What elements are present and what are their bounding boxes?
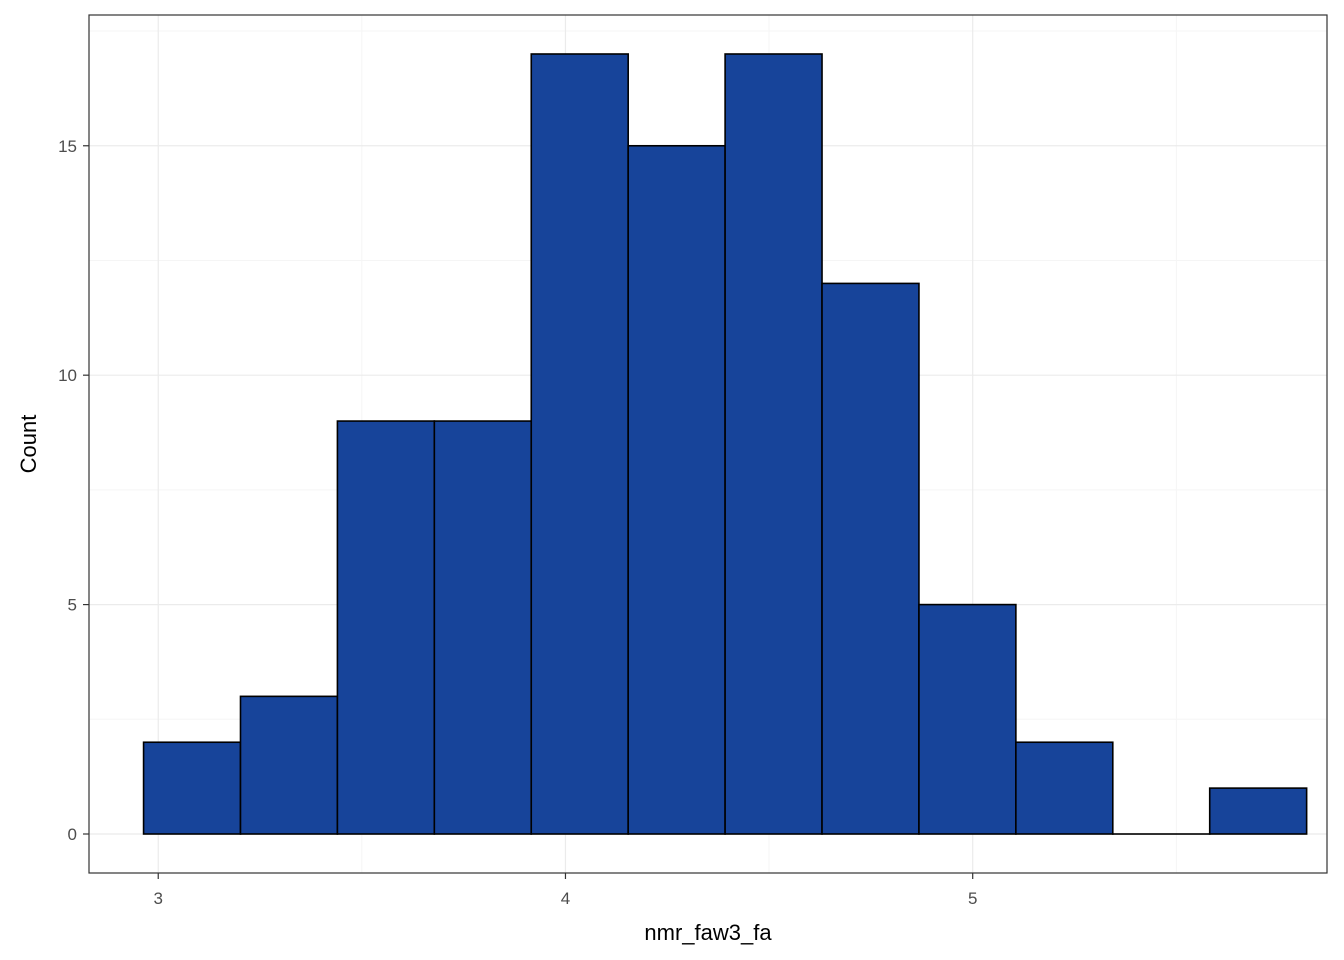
y-axis-title: Count: [16, 415, 41, 474]
histogram-bar: [724, 53, 823, 835]
y-tick-label: 5: [68, 596, 77, 615]
x-axis-title: nmr_faw3_fa: [644, 920, 772, 945]
histogram-bar: [239, 695, 339, 835]
histogram-bar: [918, 603, 1017, 835]
y-tick-label: 10: [58, 366, 77, 385]
x-tick-label: 4: [561, 889, 570, 908]
y-tick-label: 15: [58, 137, 77, 156]
x-axis: 3 4 5: [153, 873, 977, 908]
x-tick-label: 3: [153, 889, 162, 908]
histogram-bar: [1015, 741, 1114, 835]
histogram-bars: [142, 53, 1308, 835]
histogram-bar: [142, 741, 242, 835]
y-axis: 0 5 10 15: [58, 137, 89, 844]
histogram-bar: [530, 53, 629, 835]
y-tick-label: 0: [68, 825, 77, 844]
x-tick-label: 5: [968, 889, 977, 908]
histogram-bar: [627, 144, 726, 835]
histogram-bar: [433, 420, 533, 835]
histogram-bar: [1208, 787, 1308, 835]
histogram-bar: [336, 420, 436, 835]
histogram-bar: [821, 282, 920, 835]
panel-border: [88, 14, 1328, 874]
